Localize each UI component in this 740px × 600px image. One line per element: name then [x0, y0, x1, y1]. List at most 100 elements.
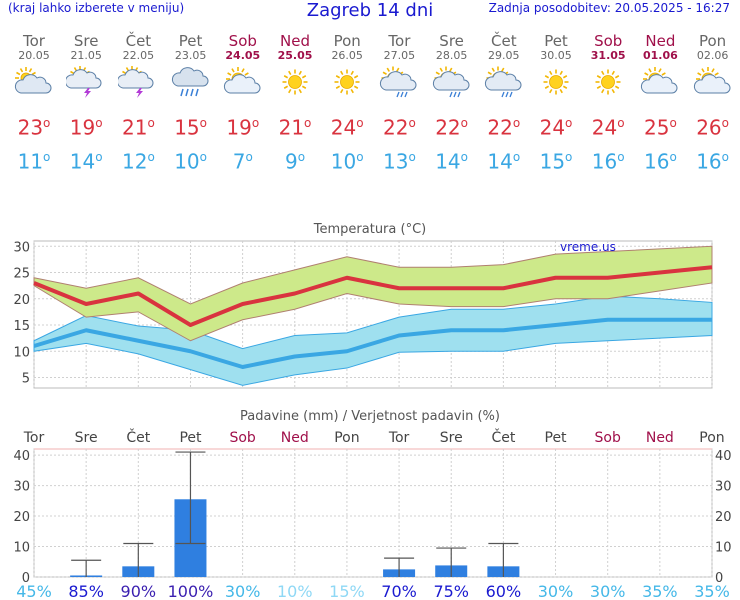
max-temp: 24o	[330, 115, 364, 140]
max-temp: 19o	[69, 115, 103, 140]
x-tick-label: Pet	[179, 430, 202, 446]
probability-label: 60%	[486, 582, 522, 600]
day-name: Pon	[333, 32, 361, 50]
max-temp: 24o	[591, 115, 625, 140]
day-date: 28.05	[435, 49, 468, 62]
sun-rain-icon	[380, 66, 417, 98]
temperature-chart: Temperatura (°C) 5 10 15 20 25 30 vreme.us	[13, 222, 713, 389]
probability-label: 35%	[642, 582, 678, 600]
x-tick-label: Ned	[281, 430, 309, 446]
max-temp: 26o	[696, 115, 729, 140]
day-column: Sob 31.05 24o 16o	[582, 33, 634, 172]
x-tick-label: Sob	[595, 430, 621, 446]
min-temp: 12o	[121, 149, 155, 174]
day-column: Čet 29.05 22o 14o	[478, 33, 530, 172]
day-date: 01.06	[642, 49, 678, 62]
day-date: 29.05	[488, 49, 520, 62]
max-temp-line	[33, 265, 713, 327]
day-name: Čet	[125, 32, 152, 50]
min-temp-band	[33, 295, 713, 386]
thunderstorm-sun-icon	[66, 66, 102, 98]
probability-label: 30%	[225, 582, 261, 600]
y-tick-label: 10	[13, 345, 30, 360]
day-name: Pet	[544, 32, 568, 50]
sun-icon	[334, 69, 360, 95]
day-name: Pet	[178, 32, 203, 50]
sun-icon	[595, 69, 621, 95]
y-tick-label: 30	[13, 240, 30, 255]
day-column: Sre 21.05 19o 14o	[60, 33, 112, 172]
day-column: Pet 30.05 24o 15o	[530, 33, 582, 172]
max-temp-band	[33, 245, 713, 342]
probability-label: 90%	[121, 582, 157, 600]
probability-label: 30%	[590, 582, 626, 600]
y-tick-label: 20	[13, 510, 30, 525]
y-tick-label: 0	[22, 571, 30, 586]
precipitation-chart: Padavine (mm) / Verjetnost padavin (%) To…	[13, 409, 732, 600]
probability-label: 30%	[538, 582, 574, 600]
min-temp: 16o	[643, 149, 677, 174]
page-title: Zagreb 14 dni	[306, 0, 434, 21]
day-column: Pon 26.05 24o 10o	[321, 33, 373, 172]
x-tick-label: Sre	[75, 430, 98, 446]
y-tick-label: 15	[13, 319, 30, 334]
probability-label: 100%	[168, 582, 214, 600]
precipitation-plot-area	[33, 448, 713, 578]
max-temp: 24o	[539, 115, 573, 140]
y-tick-label: 5	[22, 372, 30, 387]
probability-label: 75%	[433, 582, 469, 600]
day-date: 27.05	[383, 49, 416, 62]
sun-cloud-icon	[223, 67, 261, 94]
day-date: 30.05	[540, 49, 572, 62]
max-temp: 21o	[278, 115, 312, 140]
x-tick-label: Tor	[388, 430, 410, 446]
min-temp-line	[33, 317, 712, 369]
day-name: Sre	[439, 32, 464, 50]
probability-label: 45%	[16, 582, 52, 600]
min-temp: 7o	[232, 149, 253, 174]
y-tick-label-right: 20	[715, 510, 732, 525]
min-temp: 14o	[435, 149, 468, 174]
day-date: 25.05	[277, 49, 313, 62]
max-temp: 22o	[487, 115, 521, 140]
x-tick-label: Čet	[491, 428, 515, 446]
y-tick-label-right: 0	[715, 571, 723, 586]
day-name: Sob	[594, 32, 623, 50]
sun-cloud-icon	[641, 67, 678, 94]
y-tick-label: 10	[13, 541, 30, 556]
day-name: Tor	[388, 32, 411, 50]
y-tick-label: 20	[13, 293, 30, 308]
x-tick-label: Tor	[23, 430, 45, 446]
day-name: Čet	[491, 32, 517, 50]
day-column: Pet 23.05 15o 10o	[165, 33, 217, 172]
min-temp: 13o	[382, 149, 416, 174]
day-date: 20.05	[18, 49, 50, 62]
day-column: Ned 25.05 21o 9o	[269, 33, 321, 172]
partly-cloudy-icon	[15, 67, 52, 94]
region-hint[interactable]: (kraj lahko izberete v meniju)	[8, 1, 185, 15]
min-temp: 10o	[330, 149, 364, 174]
day-date: 24.05	[225, 49, 261, 62]
day-column: Pon 02.06 26o 16o	[687, 33, 739, 172]
day-name: Sob	[228, 32, 257, 50]
min-temp: 10o	[174, 149, 207, 174]
min-temp: 14o	[69, 149, 103, 174]
probability-label: 10%	[277, 582, 313, 600]
day-date: 23.05	[174, 49, 207, 62]
x-tick-label: Sob	[229, 430, 255, 446]
day-name: Pon	[698, 32, 727, 50]
y-tick-label: 30	[13, 480, 30, 495]
sun-cloud-icon	[693, 67, 731, 94]
max-temp: 15o	[174, 115, 207, 140]
x-tick-label: Ned	[646, 430, 674, 446]
day-name: Ned	[280, 32, 310, 50]
day-name: Tor	[23, 32, 45, 50]
min-temp: 16o	[696, 149, 729, 174]
max-temp: 19o	[226, 115, 260, 140]
day-column: Sob 24.05 19o 7o	[217, 33, 269, 172]
x-tick-label: Pon	[334, 430, 359, 446]
y-tick-label-right: 30	[715, 480, 732, 495]
last-update: Zadnja posodobitev: 20.05.2025 - 16:27	[488, 1, 730, 15]
temperature-title: Temperatura (°C)	[313, 222, 426, 237]
day-column: Tor 27.05 22o 13o	[373, 33, 425, 172]
